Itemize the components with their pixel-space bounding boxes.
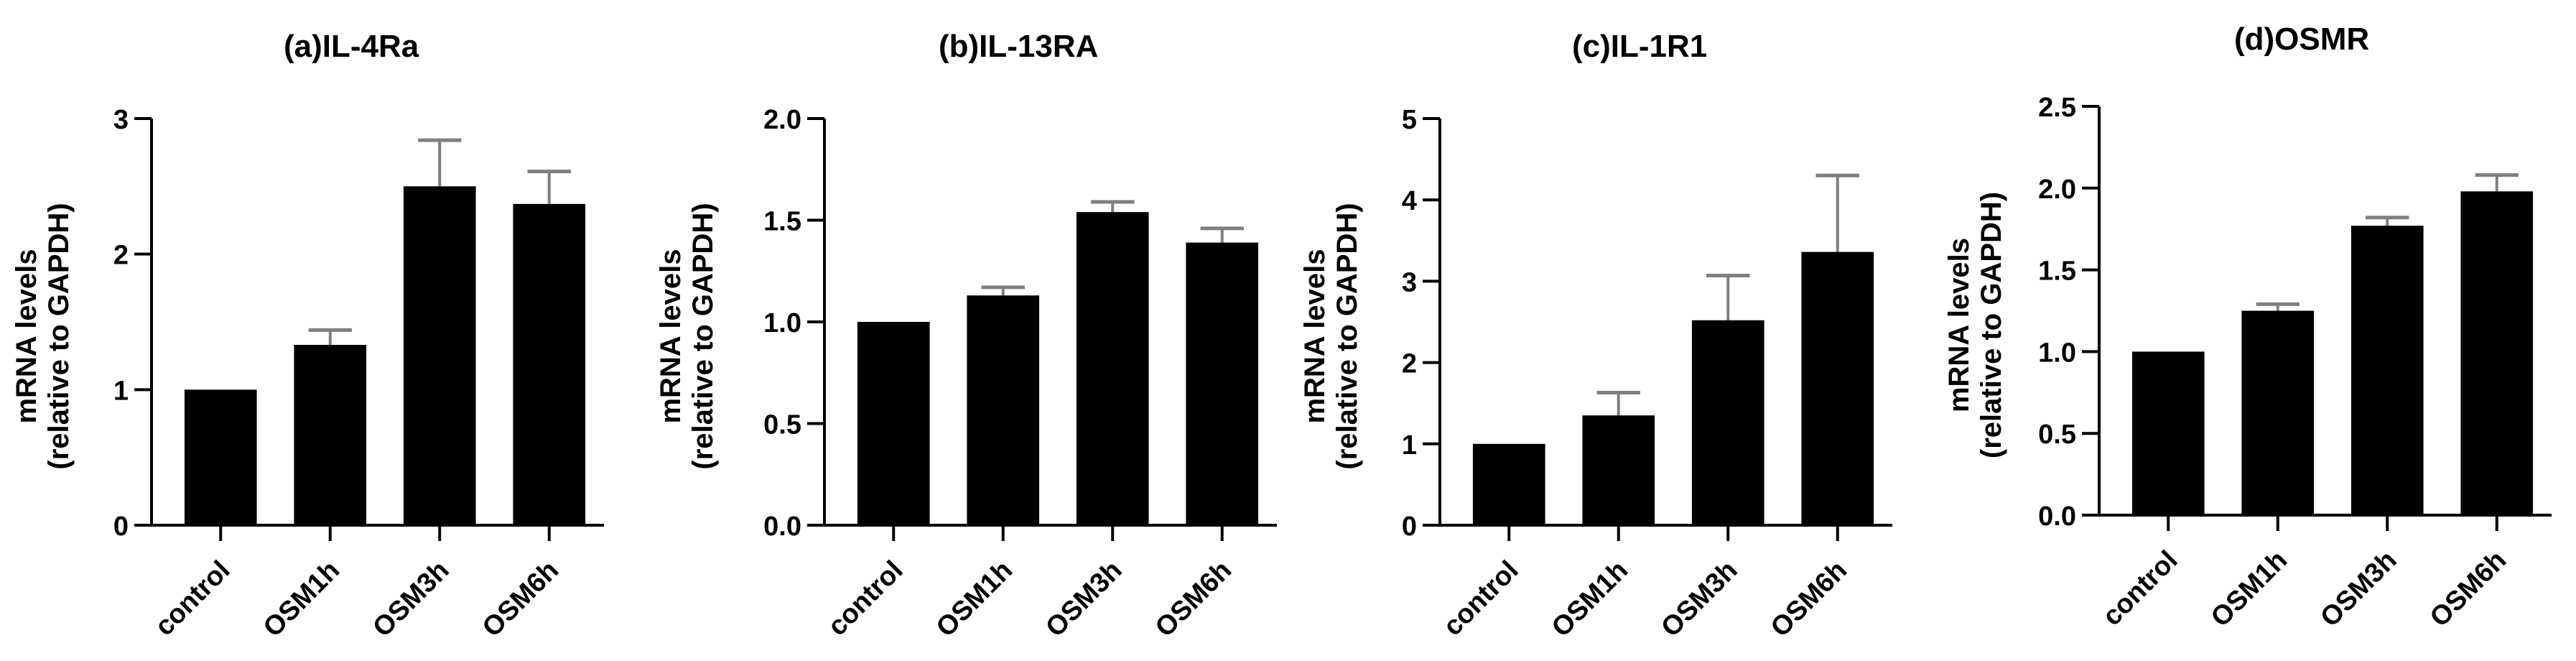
y-tick-label: 2.0: [763, 105, 801, 135]
x-tick-label: OSM1h: [1546, 555, 1634, 643]
bar-OSM6h: [2460, 191, 2534, 515]
x-tick-label: OSM6h: [1150, 555, 1237, 643]
y-axis-label: mRNA levels: [655, 249, 687, 423]
y-tick-label: 5: [1402, 105, 1417, 135]
y-axis-label: (relative to GAPDH): [43, 203, 75, 469]
y-tick-label: 2.5: [2038, 93, 2076, 123]
y-tick-label: 2.0: [2038, 175, 2076, 205]
y-axis-label: mRNA levels: [11, 249, 42, 423]
y-tick-label: 3: [113, 105, 129, 135]
y-tick-label: 1: [113, 376, 129, 406]
y-axis-label: (relative to GAPDH): [1331, 203, 1363, 469]
bar-OSM1h: [2241, 310, 2315, 515]
x-tick-label: OSM3h: [367, 555, 455, 643]
x-tick-label: OSM6h: [2424, 545, 2512, 633]
y-tick-label: 1.0: [2038, 338, 2076, 368]
bar-OSM6h: [1186, 242, 1259, 525]
x-tick-label: control: [1438, 555, 1525, 642]
bar-control: [184, 389, 257, 525]
panel-title: (d)OSMR: [2234, 22, 2370, 57]
panel-title: (a)IL-4Ra: [284, 29, 419, 64]
x-tick-label: OSM6h: [1765, 555, 1853, 643]
x-tick-label: OSM6h: [477, 555, 564, 643]
y-tick-label: 3: [1402, 267, 1417, 297]
bar-chart: mRNA levels (relative to GAPDH) 0.0 0.5 1.0 1…: [1943, 93, 2552, 633]
panel-d-osmr: (d)OSMR mRNA levels (relative to GAPDH) 0.…: [1933, 0, 2576, 661]
y-tick-label: 0.0: [763, 512, 801, 542]
bar-OSM3h: [2351, 226, 2424, 515]
y-tick-label: 1.5: [763, 207, 801, 237]
bar-OSM6h: [1801, 251, 1874, 525]
x-tick-label: OSM3h: [1655, 555, 1743, 643]
bar-OSM3h: [403, 186, 476, 525]
x-tick-label: OSM1h: [931, 555, 1018, 643]
bar-OSM3h: [1691, 320, 1764, 525]
bar-OSM3h: [1076, 212, 1149, 525]
bar-OSM1h: [294, 345, 367, 525]
y-tick-label: 1: [1402, 430, 1417, 461]
y-tick-label: 4: [1402, 186, 1417, 216]
bar-chart: mRNA levels (relative to GAPDH) 0.0 0.5 1.0 1…: [655, 105, 1277, 643]
panel-title: (c)IL-1R1: [1572, 29, 1708, 64]
panel-c-il1r1: (c)IL-1R1 mRNA levels (relative to GAPDH)…: [1288, 0, 1933, 661]
x-tick-label: OSM3h: [2315, 545, 2402, 633]
bar-control: [1472, 443, 1545, 525]
panel-title: (b)IL-13RA: [939, 29, 1099, 64]
bar-OSM1h: [1582, 415, 1655, 525]
y-tick-label: 0.5: [2038, 420, 2076, 450]
x-tick-label: OSM3h: [1040, 555, 1127, 643]
bar-control: [857, 322, 930, 525]
bar-control: [2131, 351, 2205, 515]
x-tick-label: control: [822, 555, 909, 642]
y-axis-label: (relative to GAPDH): [1976, 192, 2007, 458]
x-tick-label: control: [149, 555, 236, 642]
y-tick-label: 1.5: [2038, 256, 2076, 287]
x-tick-label: control: [2097, 545, 2184, 632]
x-tick-label: OSM1h: [2205, 545, 2293, 633]
x-tick-label: OSM1h: [258, 555, 345, 643]
bar-OSM1h: [967, 295, 1040, 525]
bar-OSM6h: [513, 203, 586, 525]
y-axis-label: mRNA levels: [1299, 249, 1331, 423]
y-tick-label: 0: [113, 512, 129, 542]
bar-chart: mRNA levels (relative to GAPDH) 0 1 2 3 4 5 cont…: [1299, 105, 1892, 643]
y-tick-label: 0.5: [763, 410, 801, 440]
panel-a-il4ra: (a)IL-4Ra mRNA levels (relative to GAPDH)…: [0, 0, 644, 661]
bar-chart: mRNA levels (relative to GAPDH) 0 1 2 3 contro…: [11, 105, 604, 643]
panel-b-il13ra: (b)IL-13RA mRNA levels (relative to GAPDH…: [644, 0, 1288, 661]
y-tick-label: 0.0: [2038, 501, 2076, 532]
y-tick-label: 2: [113, 241, 129, 271]
y-tick-label: 0: [1402, 512, 1417, 542]
y-tick-label: 2: [1402, 349, 1417, 379]
y-axis-label: mRNA levels: [1943, 238, 1975, 412]
y-axis-label: (relative to GAPDH): [687, 203, 719, 469]
y-tick-label: 1.0: [763, 308, 801, 338]
